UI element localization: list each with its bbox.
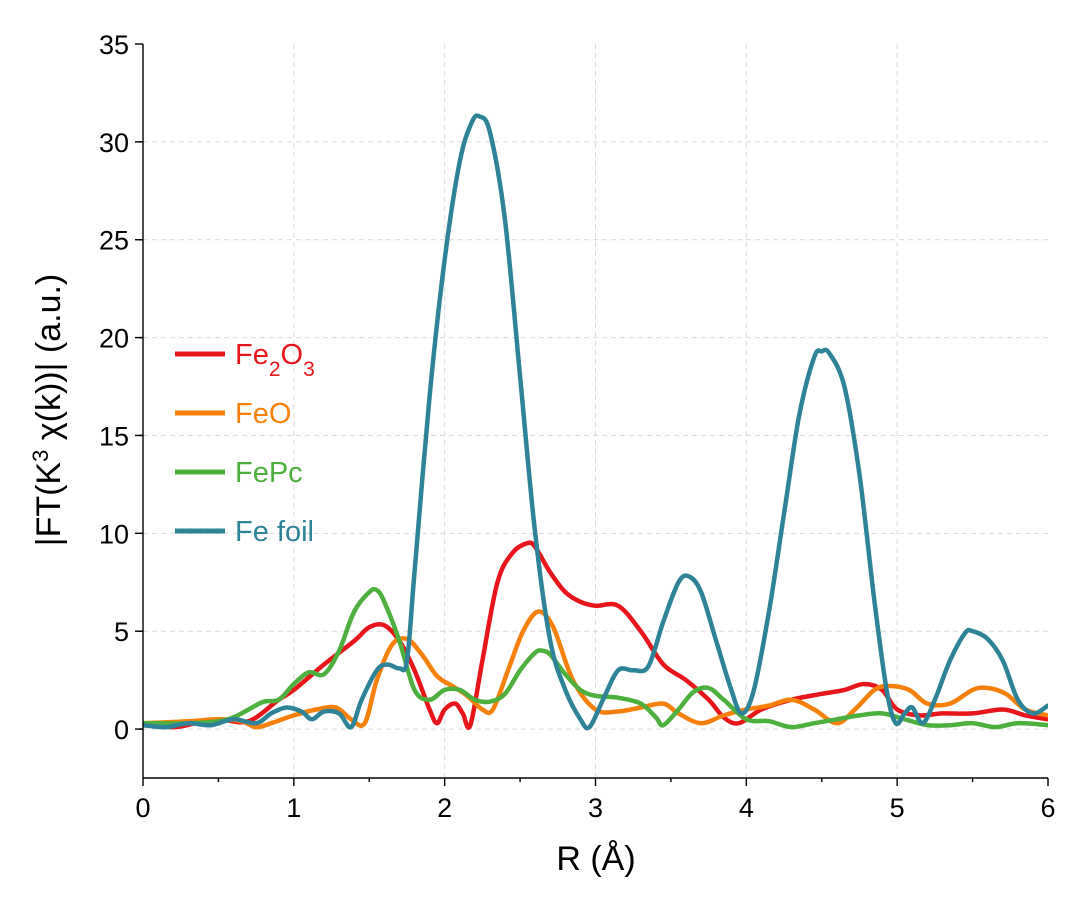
x-tick-label-6: 6 [1040,793,1055,823]
x-tick-label-0: 0 [135,793,150,823]
x-tick-label-3: 3 [588,793,603,823]
x-tick-label-4: 4 [739,793,754,823]
ticks: 0 1 2 3 4 5 6 0 5 10 15 20 25 30 35 [99,30,1056,823]
series-line-feo [143,609,1048,730]
y-tick-label-4: 20 [99,324,129,354]
x-axis-title: R (Å) [556,840,635,878]
legend-label-fe-foil: Fe foil [235,516,314,548]
series-lines [143,113,1048,731]
y-axis-title-superscript: 3 [28,450,53,462]
y-axis-title-part-2: χ(k))| (a.u.) [30,274,68,450]
legend-label-fe2o3: Fe2O3 [235,339,315,381]
series-line-fe-foil [143,113,1048,731]
series-line-fe2o3 [143,540,1048,730]
x-tick-label-1: 1 [286,793,301,823]
y-tick-label-5: 25 [99,226,129,256]
y-axis-title: |FT(K3 χ(k))| (a.u.) [28,274,69,547]
y-tick-label-0: 0 [114,715,129,745]
grid [143,44,1048,778]
y-tick-label-6: 30 [99,128,129,158]
y-tick-label-3: 15 [99,421,129,451]
y-tick-label-7: 35 [99,30,129,60]
y-tick-label-2: 10 [99,519,129,549]
x-tick-label-5: 5 [890,793,905,823]
y-tick-label-1: 5 [114,617,129,647]
y-axis-title-part-1: |FT(K [30,462,68,547]
legend-label-feo: FeO [235,398,291,430]
series-line-fepc [143,586,1048,730]
legend-label-fepc: FePc [235,457,303,489]
legend: Fe2O3 FeO FePc Fe foil [175,339,315,548]
x-tick-label-2: 2 [437,793,452,823]
